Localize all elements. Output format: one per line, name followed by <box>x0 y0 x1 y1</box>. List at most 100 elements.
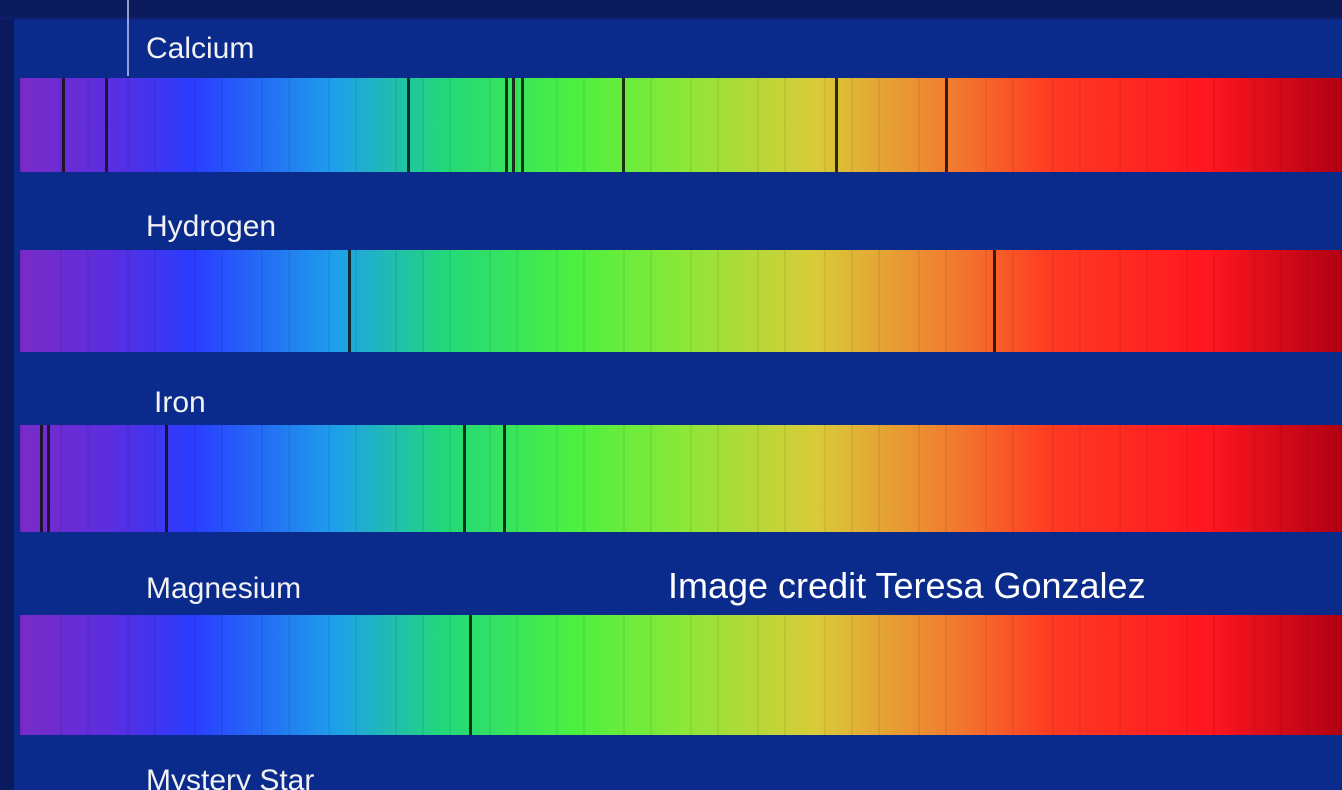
spectrum-texture <box>824 425 826 532</box>
spectrum-texture <box>516 250 518 352</box>
spectrum-texture <box>1012 250 1014 352</box>
spectrum-texture <box>784 250 786 352</box>
spectrum-texture <box>717 250 719 352</box>
spectrum-texture <box>1146 78 1148 172</box>
spectrum-texture <box>328 78 330 172</box>
spectrum-texture <box>690 250 692 352</box>
spectrum-texture <box>194 615 196 735</box>
spectrum-band <box>20 425 1342 532</box>
spectrum-texture <box>288 250 290 352</box>
spectrum-texture <box>878 250 880 352</box>
spectrum-texture <box>1119 78 1121 172</box>
spectrum-texture <box>127 425 129 532</box>
spectrum-texture <box>516 425 518 532</box>
spectrum-texture <box>516 615 518 735</box>
absorption-line <box>993 250 996 352</box>
spectrum-texture <box>1186 615 1188 735</box>
spectrum-texture <box>355 615 357 735</box>
spectrum-texture <box>261 425 263 532</box>
spectrum-texture <box>1079 425 1081 532</box>
spectrum-texture <box>20 78 22 172</box>
spectrum-texture <box>650 425 652 532</box>
spectrum-texture <box>1146 250 1148 352</box>
spectrum-texture <box>690 425 692 532</box>
spectrum-texture <box>1280 78 1282 172</box>
spectrum-texture <box>824 78 826 172</box>
spectrum-texture <box>154 250 156 352</box>
spectrum-texture <box>1280 250 1282 352</box>
spectrum-texture <box>355 250 357 352</box>
spectrum-texture <box>1146 615 1148 735</box>
absorption-line <box>62 78 65 172</box>
spectrum-texture <box>1079 250 1081 352</box>
spectrum-texture <box>851 425 853 532</box>
spectrum-texture <box>1186 425 1188 532</box>
element-label: Mystery Star <box>146 764 314 790</box>
spectrum-texture <box>288 615 290 735</box>
spectrum-texture <box>87 78 89 172</box>
spectrum-texture <box>422 615 424 735</box>
spectrum-texture <box>221 615 223 735</box>
spectrum-texture <box>583 425 585 532</box>
spectrum-texture <box>328 615 330 735</box>
spectrum-texture <box>1012 78 1014 172</box>
spectrum-texture <box>1253 615 1255 735</box>
spectrum-texture <box>60 615 62 735</box>
spectrum-texture <box>194 425 196 532</box>
spectrum-texture <box>87 250 89 352</box>
spectra: Calcium Hydrogen Iron Magnesium Mystery Star <box>20 32 1342 790</box>
spectrum-texture <box>60 250 62 352</box>
spectrum-texture <box>757 78 759 172</box>
spectrum-texture <box>449 425 451 532</box>
spectrum-texture <box>60 78 62 172</box>
absorption-line <box>622 78 625 172</box>
spectrum-texture <box>395 425 397 532</box>
absorption-line <box>407 78 410 172</box>
absorption-line <box>835 78 838 172</box>
element-label: Iron <box>154 386 206 419</box>
spectrum-texture <box>60 425 62 532</box>
spectrum-band <box>20 78 1342 172</box>
absorption-line <box>463 425 466 532</box>
spectrum-texture <box>489 78 491 172</box>
spectrum-texture <box>194 78 196 172</box>
spectrum-band <box>20 250 1342 352</box>
spectrum-texture <box>194 250 196 352</box>
spectrum-texture <box>650 78 652 172</box>
spectrum-texture <box>878 615 880 735</box>
spectrum-texture <box>784 78 786 172</box>
spectrum-texture <box>878 425 880 532</box>
spectrum-texture <box>1280 425 1282 532</box>
spectrum-texture <box>395 615 397 735</box>
spectrum-texture <box>1307 425 1309 532</box>
spectrum-texture <box>1012 425 1014 532</box>
spectrum-texture <box>1079 615 1081 735</box>
spectrum-texture <box>945 615 947 735</box>
spectrum-texture <box>650 615 652 735</box>
spectrum-texture <box>690 615 692 735</box>
spectrum-texture <box>1307 615 1309 735</box>
spectrum-texture <box>516 78 518 172</box>
spectrum-texture <box>1052 78 1054 172</box>
spectrum-texture <box>288 425 290 532</box>
credit: Image credit Teresa Gonzalez <box>668 565 1146 606</box>
spectrum-texture <box>784 615 786 735</box>
spectrum-texture <box>1307 250 1309 352</box>
spectrum-texture <box>851 615 853 735</box>
spectrum-texture <box>556 78 558 172</box>
spectrum-texture <box>757 615 759 735</box>
spectrum-band <box>20 615 1342 735</box>
spectrum-texture <box>1186 250 1188 352</box>
spectrum-texture <box>985 78 987 172</box>
spectrum-texture <box>556 250 558 352</box>
spectrum-texture <box>945 425 947 532</box>
absorption-line <box>165 425 168 532</box>
spectrum-texture <box>757 425 759 532</box>
spectrum-texture <box>985 615 987 735</box>
spectrum-texture <box>449 78 451 172</box>
spectrum-texture <box>1079 78 1081 172</box>
spectrum-texture <box>918 425 920 532</box>
spectrum-texture <box>583 615 585 735</box>
spectrum-texture <box>1119 615 1121 735</box>
